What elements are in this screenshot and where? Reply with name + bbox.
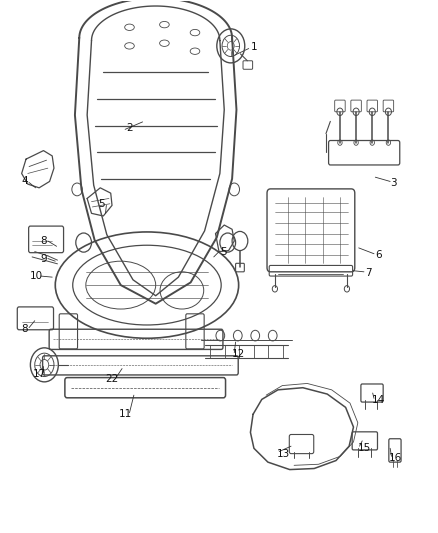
Text: 16: 16 xyxy=(389,453,403,463)
Text: 4: 4 xyxy=(21,176,28,187)
Text: 6: 6 xyxy=(375,250,381,260)
Text: 7: 7 xyxy=(365,268,371,278)
Text: 8: 8 xyxy=(21,324,28,334)
Text: 3: 3 xyxy=(390,177,397,188)
Text: 11: 11 xyxy=(119,409,132,419)
Text: 22: 22 xyxy=(106,374,119,384)
Text: 14: 14 xyxy=(372,395,385,406)
Text: 13: 13 xyxy=(277,449,290,458)
Text: 8: 8 xyxy=(40,236,47,246)
Text: 2: 2 xyxy=(126,123,133,133)
Text: 17: 17 xyxy=(32,369,46,379)
Text: 10: 10 xyxy=(30,271,43,281)
Text: 15: 15 xyxy=(357,443,371,453)
Text: 1: 1 xyxy=(251,43,257,52)
Text: 5: 5 xyxy=(220,247,227,256)
Text: 9: 9 xyxy=(40,254,47,263)
Text: 12: 12 xyxy=(232,349,245,359)
Text: 5: 5 xyxy=(99,199,105,209)
